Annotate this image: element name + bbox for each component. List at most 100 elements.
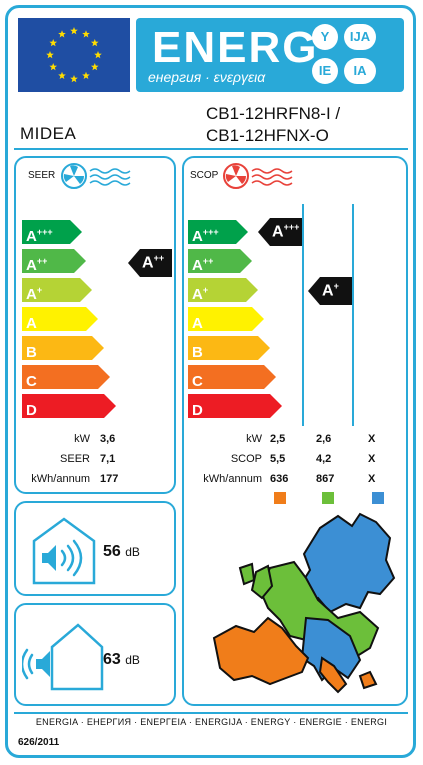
scop-scale-class-6: C (188, 365, 276, 390)
energy-banner: ENERG енергия · ενεργεια Y IJA IE IA (136, 18, 404, 92)
scop-scale-class-5: B (188, 336, 270, 361)
indoor-noise-panel (14, 501, 176, 596)
model-line-1: CB1-12HRFN8-I / (206, 104, 341, 123)
eu-flag (18, 18, 130, 92)
scop-column-divider-1 (302, 204, 304, 426)
scale-class-letter: C (26, 373, 37, 390)
scop-rating-average-arrow: A+ (308, 277, 352, 305)
scop-scale-class-7: D (188, 394, 282, 419)
scale-class-letter: A (26, 286, 37, 303)
seer-scale-class-5: B (22, 336, 104, 361)
scop-label-scop: SCOP (230, 453, 262, 465)
scale-class-letter: C (192, 373, 203, 390)
seer-rating-arrow: A++ (128, 249, 172, 277)
zone-colder-swatch (372, 492, 384, 504)
eu-star-icon (94, 51, 102, 59)
scop-panel (182, 156, 408, 706)
seer-scale-class-4: A (22, 307, 98, 332)
seer-rating-label: A++ (142, 253, 165, 272)
eu-star-icon (70, 27, 78, 35)
eu-stars-icon (46, 27, 102, 83)
language-suffix-ie: IE (312, 58, 338, 84)
footer-divider (14, 712, 408, 714)
scale-class-plus: +++ (36, 227, 53, 237)
outdoor-noise-panel (14, 603, 176, 706)
eu-star-icon (70, 75, 78, 83)
scop-average-annual: 867 (316, 473, 335, 485)
eu-star-icon (90, 39, 99, 47)
scale-class-letter: A (26, 228, 37, 245)
scop-scale-class-1: A+++ (188, 220, 248, 245)
heating-fan-icon (223, 163, 293, 189)
language-suffix-y: Y (312, 24, 338, 50)
outdoor-noise-icon (22, 623, 104, 691)
scale-class-plus: ++ (202, 256, 214, 266)
language-suffix-ija: IJA (344, 24, 376, 50)
scop-colder-kw: X (368, 433, 376, 445)
energy-word: ENERG (152, 23, 319, 72)
energy-subtitle: енергия · ενεργεια (148, 69, 266, 85)
seer-label-annual: kWh/annum (31, 473, 90, 485)
scop-scale-class-4: A (188, 307, 264, 332)
scop-warmer-scop: 5,5 (270, 453, 286, 465)
eu-star-icon (49, 63, 58, 71)
seer-label-seer: SEER (60, 453, 90, 465)
scale-class-letter: D (26, 402, 37, 419)
cooling-fan-icon (61, 163, 131, 189)
eu-star-icon (49, 39, 58, 47)
scop-label-annual: kWh/annum (203, 473, 262, 485)
seer-scale-class-3: A+ (22, 278, 92, 303)
scale-class-letter: A (192, 315, 203, 332)
seer-value-seer: 7,1 (100, 453, 116, 465)
scop-rating-average-label: A+ (322, 281, 339, 300)
scale-class-letter: D (192, 402, 203, 419)
scop-warmer-kw: 2,5 (270, 433, 286, 445)
scale-class-letter: A (26, 257, 37, 274)
supplier-name: MIDEA (20, 124, 77, 143)
label-frame (5, 5, 416, 758)
seer-scale-class-7: D (22, 394, 116, 419)
scop-rating-warmer-label: A+++ (272, 222, 300, 241)
eu-star-icon (82, 71, 90, 80)
divider (14, 148, 408, 150)
scop-colder-annual: X (368, 473, 376, 485)
seer-label-kw: kW (74, 433, 90, 445)
scale-class-letter: A (192, 257, 203, 274)
scop-colder-scop: X (368, 453, 376, 465)
seer-scale-class-6: C (22, 365, 110, 390)
scale-class-plus: + (202, 285, 209, 295)
footer-languages: ENERGIA · ЕНЕРГИЯ · ΕΝΕΡΓΕΙΑ · ENERGIJA … (35, 717, 388, 727)
scale-class-plus: ++ (36, 256, 48, 266)
eu-star-icon (58, 71, 66, 80)
zone-warmer-swatch (274, 492, 286, 504)
eu-star-icon (58, 30, 66, 38)
scale-class-letter: B (26, 344, 37, 361)
scop-scale-class-3: A+ (188, 278, 258, 303)
eu-star-icon (90, 63, 99, 71)
model-line-2: CB1-12HFNX-O (206, 126, 329, 145)
regulation-number: 626/2011 (18, 737, 60, 748)
scale-class-letter: A (192, 228, 203, 245)
scop-title: SCOP (190, 170, 219, 181)
indoor-noise-value: 56 dB (103, 543, 140, 560)
scop-column-divider-2 (352, 204, 354, 426)
seer-scale-class-1: A+++ (22, 220, 82, 245)
scop-rating-warmer-arrow: A+++ (258, 218, 302, 246)
scale-class-letter: B (192, 344, 203, 361)
eu-star-icon (82, 30, 90, 38)
seer-value-kw: 3,6 (100, 433, 116, 445)
language-suffix-ia: IA (344, 58, 376, 84)
indoor-noise-icon (32, 517, 96, 585)
scop-average-kw: 2,6 (316, 433, 332, 445)
zone-average-swatch (322, 492, 334, 504)
scale-class-letter: A (192, 286, 203, 303)
europe-climate-map (212, 512, 396, 694)
outdoor-noise-value: 63 dB (103, 651, 140, 668)
scop-average-scop: 4,2 (316, 453, 332, 465)
seer-panel (14, 156, 176, 494)
scale-class-letter: A (26, 315, 37, 332)
eu-star-icon (46, 51, 54, 59)
seer-value-annual: 177 (100, 473, 119, 485)
scop-label-kw: kW (246, 433, 262, 445)
scop-warmer-annual: 636 (270, 473, 289, 485)
